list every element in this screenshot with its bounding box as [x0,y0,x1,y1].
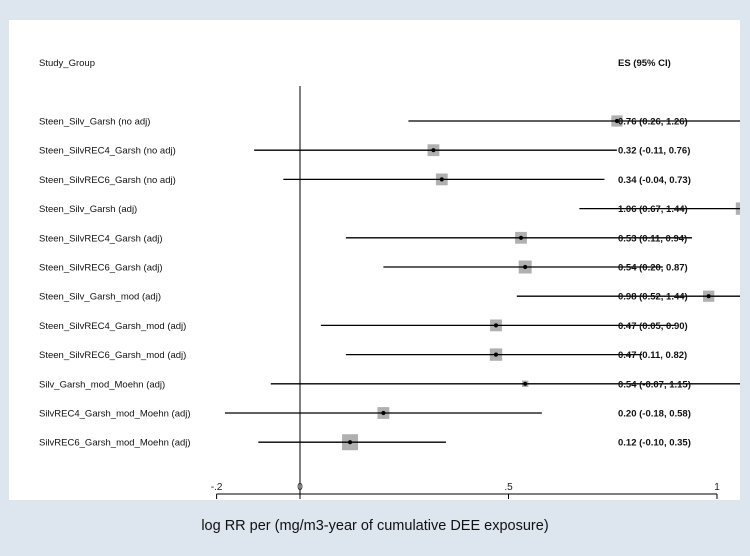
study-label: Steen_Silv_Garsh (no adj) [39,117,150,128]
es-ci-value: 0.20 (-0.18, 0.58) [618,409,691,420]
es-ci-value: 0.76 (0.26, 1.26) [618,117,688,128]
x-axis-label: log RR per (mg/m3-year of cumulative DEE… [201,518,549,534]
es-ci-value: 0.47 (0.05, 0.90) [618,321,688,332]
study-label: Steen_SilvREC6_Garsh_mod (adj) [39,350,186,361]
forest-row: Steen_Silv_Garsh_mod (adj) 0.98 (0.52, 1.… [39,290,740,303]
es-ci-value: 0.98 (0.52, 1.44) [618,292,688,303]
point-estimate [493,323,499,328]
point-estimate [439,177,444,182]
forest-row: Steen_Silv_Garsh (no adj) 0.76 (0.26, 1.2… [39,115,740,128]
header-study-group: Study_Group [39,58,95,69]
forest-row: Steen_SilvREC4_Garsh (no adj) 0.32 (-0.11… [39,144,690,157]
x-tick-label: 0 [297,482,303,493]
es-ci-value: 0.53 (0.11, 0.94) [618,233,687,244]
forest-row: Steen_Silv_Garsh (adj) 1.06 (0.67, 1.44) [39,202,740,215]
forest-row: Steen_SilvREC4_Garsh_mod (adj) 0.47 (0.05… [39,319,688,332]
study-label: Silv_Garsh_mod_Moehn (adj) [39,379,165,390]
point-estimate [493,352,499,357]
forest-row: Steen_SilvREC6_Garsh_mod (adj) 0.47 (0.11… [39,348,687,361]
es-ci-value: 0.32 (-0.11, 0.76) [618,146,690,157]
x-axis-ticks: -.2 0 .5 1 [211,482,720,499]
forest-row: Steen_SilvREC6_Garsh (no adj) 0.34 (-0.04… [39,173,691,186]
forest-row: Steen_SilvREC4_Garsh (adj) 0.53 (0.11, 0.… [39,231,692,244]
study-label: Steen_SilvREC4_Garsh (no adj) [39,146,176,157]
es-ci-value: 0.34 (-0.04, 0.73) [618,175,691,186]
forest-row: SilvREC6_Garsh_mod_Moehn (adj) 0.12 (-0.1… [39,434,691,451]
es-ci-value: 0.54 (0.20, 0.87) [618,263,688,274]
forest-row: Silv_Garsh_mod_Moehn (adj) 0.54 (-0.07, 1… [39,379,740,390]
es-ci-value: 1.06 (0.67, 1.44) [618,204,688,215]
study-label: Steen_SilvREC6_Garsh (adj) [39,263,163,274]
study-label: Steen_SilvREC6_Garsh (no adj) [39,175,176,186]
study-label: Steen_Silv_Garsh_mod (adj) [39,292,161,303]
point-estimate [523,264,528,270]
x-tick-label: .5 [504,482,513,493]
point-estimate [518,235,524,240]
es-ci-value: 0.47 (0.11, 0.82) [618,350,687,361]
plot-panel: Study_Group ES (95% CI) Steen_Silv_Garsh… [9,20,740,500]
study-label: SilvREC4_Garsh_mod_Moehn (adj) [39,409,191,420]
study-label: Steen_SilvREC4_Garsh (adj) [39,233,163,244]
point-estimate [614,118,620,124]
header-es-ci: ES (95% CI) [618,58,671,69]
forest-rows: Steen_Silv_Garsh (no adj) 0.76 (0.26, 1.2… [39,115,740,451]
forest-row: Steen_SilvREC6_Garsh (adj) 0.54 (0.20, 0.… [39,260,688,274]
study-label: Steen_SilvREC4_Garsh_mod (adj) [39,321,186,332]
study-label: Steen_Silv_Garsh (adj) [39,204,137,215]
x-tick-label: 1 [714,482,720,493]
point-estimate [706,294,711,299]
es-ci-value: 0.54 (-0.07, 1.15) [618,379,691,390]
point-estimate [347,440,353,445]
point-estimate [523,381,528,386]
es-ci-value: 0.12 (-0.10, 0.35) [618,438,691,449]
study-label: SilvREC6_Garsh_mod_Moehn (adj) [39,438,191,449]
forest-plot: Study_Group ES (95% CI) Steen_Silv_Garsh… [39,58,740,499]
x-tick-label: -.2 [211,482,223,493]
point-estimate [431,148,436,153]
forest-row: SilvREC4_Garsh_mod_Moehn (adj) 0.20 (-0.1… [39,407,691,420]
point-estimate [381,410,386,416]
